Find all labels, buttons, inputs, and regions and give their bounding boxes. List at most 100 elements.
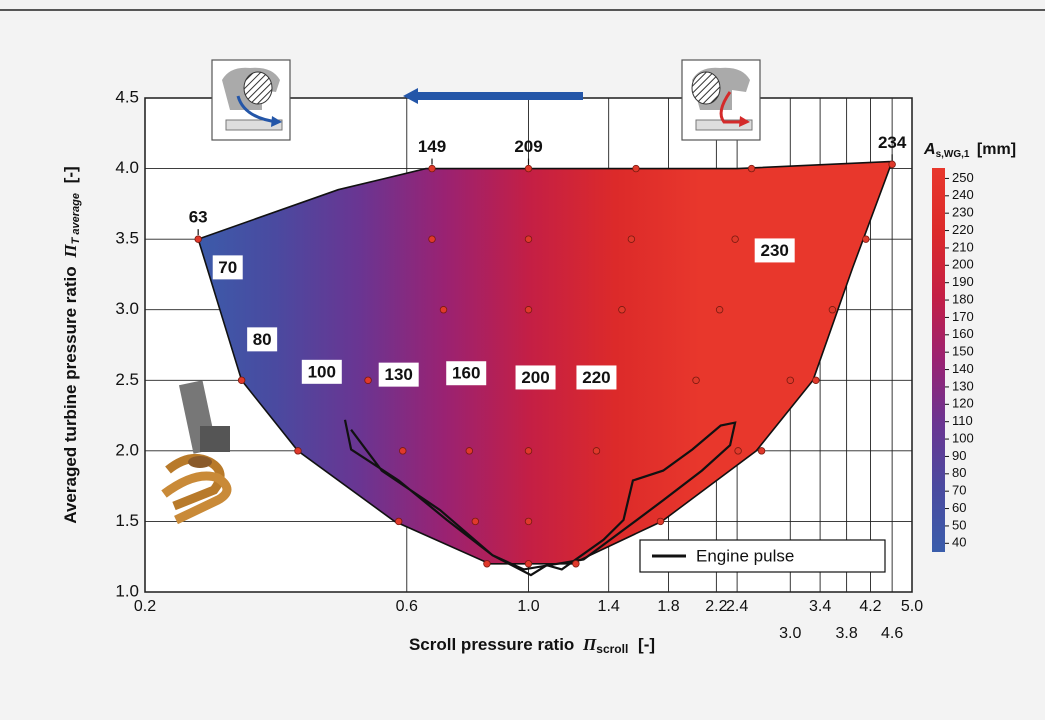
colorbar-tick-label: 180: [952, 291, 974, 306]
colorbar-title: As,WG,1 [mm]: [923, 141, 1016, 162]
measurement-point: [813, 377, 820, 384]
y-tick-label: 1.5: [115, 511, 139, 530]
colorbar-tick-label: 150: [952, 344, 974, 359]
measurement-point: [525, 448, 532, 455]
contour-label: 80: [253, 330, 272, 349]
measurement-point: [429, 236, 436, 243]
x-tick-label: 4.2: [859, 598, 881, 615]
measurement-point: [716, 306, 723, 313]
measurement-point: [787, 377, 794, 384]
x-axis-title: Scroll pressure ratio Πscroll [-]: [409, 635, 655, 659]
contour-label: 100: [308, 362, 336, 381]
y-tick-label: 2.0: [115, 440, 139, 459]
y-tick-label: 4.5: [115, 87, 139, 106]
colorbar-tick-label: 200: [952, 257, 974, 272]
colorbar-tick-label: 170: [952, 309, 974, 324]
x-tick-label: 3.4: [809, 598, 831, 615]
measurement-point: [693, 377, 700, 384]
x-tick-label: 3.0: [779, 625, 801, 642]
colorbar-tick-label: 210: [952, 239, 974, 254]
contour-label: 160: [452, 364, 480, 383]
measurement-point: [525, 518, 532, 525]
x-axis-sub: scroll: [596, 642, 628, 656]
colorbar-tick-label: 160: [952, 326, 974, 341]
measurement-point: [633, 165, 640, 172]
colorbar-tick-label: 60: [952, 500, 966, 515]
colorbar-tick-label: 230: [952, 205, 974, 220]
colorbar-bar: [932, 168, 945, 552]
contour-label: 200: [521, 368, 549, 387]
measurement-point: [395, 518, 402, 525]
colorbar-tick-label: 130: [952, 378, 974, 393]
measurement-point: [525, 560, 532, 567]
measurement-point: [195, 236, 202, 243]
y-axis-sub: T average: [70, 193, 82, 244]
measurement-point: [628, 236, 635, 243]
measurement-point: [525, 306, 532, 313]
x-axis-symbol: Π: [582, 635, 597, 654]
colorbar-sub: s,WG,1: [936, 149, 970, 160]
measurement-point: [863, 236, 870, 243]
measurement-point: [593, 448, 600, 455]
colorbar-symbol: A: [923, 141, 936, 158]
measurement-point: [748, 165, 755, 172]
x-tick-label: 1.0: [517, 598, 539, 615]
measurement-point: [429, 165, 436, 172]
x-tick-label: 0.2: [134, 598, 156, 615]
y-tick-label: 2.5: [115, 370, 139, 389]
x-axis-title-text: Scroll pressure ratio: [409, 635, 574, 654]
x-tick-label: 4.6: [881, 625, 903, 642]
colorbar-tick-label: 100: [952, 430, 974, 445]
colorbar-tick-label: 140: [952, 361, 974, 376]
chart: 1.01.52.02.53.03.54.04.50.20.61.01.41.82…: [0, 0, 1045, 720]
measurement-point: [295, 448, 302, 455]
y-axis-title: Averaged turbine pressure ratio ΠT avera…: [61, 166, 85, 523]
point-label: 234: [878, 133, 907, 152]
measurement-point: [732, 236, 739, 243]
y-axis-symbol: Π: [61, 244, 80, 259]
colorbar-tick-label: 190: [952, 274, 974, 289]
contour-label: 220: [582, 368, 610, 387]
measurement-point: [466, 448, 473, 455]
colorbar-tick-label: 120: [952, 396, 974, 411]
point-label: 149: [418, 137, 446, 156]
x-tick-label: 3.8: [835, 625, 857, 642]
measurement-point: [440, 306, 447, 313]
measurement-point: [889, 161, 896, 168]
y-axis-title-text: Averaged turbine pressure ratio: [61, 266, 80, 523]
measurement-point: [365, 377, 372, 384]
y-axis-unit: [-]: [61, 166, 80, 183]
measurement-point: [573, 560, 580, 567]
x-tick-label: 0.6: [396, 598, 418, 615]
measurement-point: [472, 518, 479, 525]
measurement-point: [829, 306, 836, 313]
contour-label: 70: [218, 258, 237, 277]
colorbar-tick-label: 250: [952, 170, 974, 185]
x-axis-unit: [-]: [638, 635, 655, 654]
legend: Engine pulse: [640, 540, 885, 572]
colorbar-tick-label: 80: [952, 465, 966, 480]
colorbar-tick-label: 40: [952, 535, 966, 550]
colorbar-tick-label: 90: [952, 448, 966, 463]
y-tick-label: 4.0: [115, 158, 139, 177]
measurement-point: [399, 448, 406, 455]
y-tick-label: 3.5: [115, 229, 139, 248]
x-tick-label: 2.4: [726, 598, 748, 615]
icon-left: [212, 60, 290, 140]
measurement-point: [238, 377, 245, 384]
measurement-point: [619, 306, 626, 313]
measurement-point: [525, 236, 532, 243]
measurement-point: [484, 560, 491, 567]
contour-label: 130: [385, 365, 413, 384]
colorbar: As,WG,1 [mm] 405060708090100110120130140…: [923, 141, 1016, 552]
colorbar-tick-label: 110: [952, 413, 973, 428]
measurement-point: [525, 165, 532, 172]
page: 1.01.52.02.53.03.54.04.50.20.61.01.41.82…: [0, 0, 1045, 720]
measurement-point: [657, 518, 664, 525]
x-tick-label: 5.0: [901, 598, 923, 615]
colorbar-tick-label: 70: [952, 483, 966, 498]
point-label: 209: [514, 137, 542, 156]
point-label: 63: [189, 208, 208, 227]
x-tick-label: 2.2: [705, 598, 727, 615]
colorbar-tick-label: 240: [952, 187, 974, 202]
